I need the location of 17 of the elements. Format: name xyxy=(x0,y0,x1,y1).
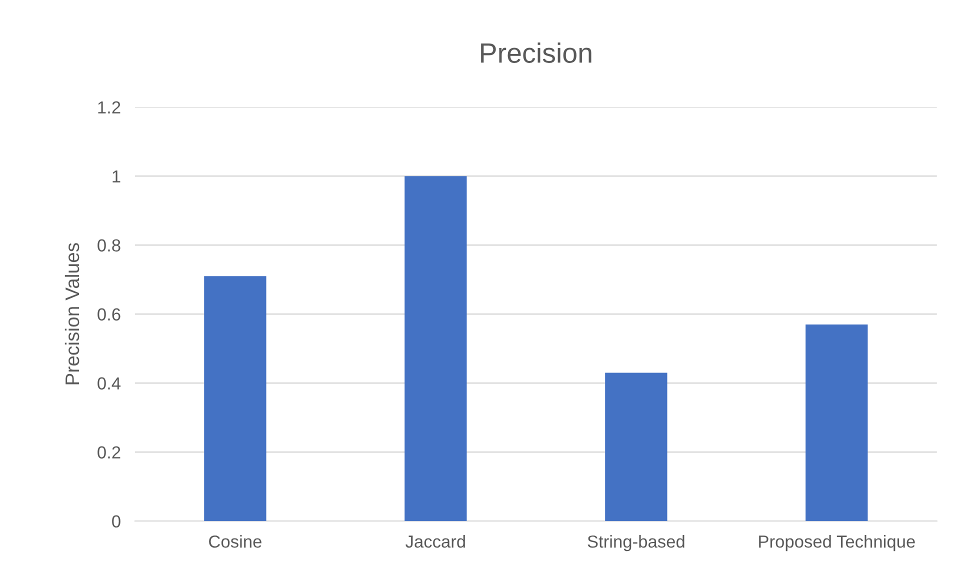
bar xyxy=(605,372,668,522)
y-tick-label: 0.2 xyxy=(98,446,120,459)
x-tick-label: String-based xyxy=(588,534,684,552)
y-tick-label: 0.4 xyxy=(98,377,121,390)
y-tick-label: 0.8 xyxy=(98,239,120,252)
y-axis-title: Precision Values xyxy=(64,243,80,384)
x-tick-label: Proposed Technique xyxy=(759,534,915,552)
y-tick-label: 0.6 xyxy=(98,308,120,321)
x-tick-label: Jaccard xyxy=(406,534,465,548)
y-tick-label: 1 xyxy=(112,170,120,182)
bar xyxy=(204,276,266,522)
bar xyxy=(404,176,467,522)
y-tick-label: 1.2 xyxy=(98,101,120,114)
bar xyxy=(806,324,868,522)
chart-title: Precision xyxy=(481,42,592,63)
x-tick-label: Cosine xyxy=(209,534,262,548)
y-tick-label: 0 xyxy=(112,515,120,528)
